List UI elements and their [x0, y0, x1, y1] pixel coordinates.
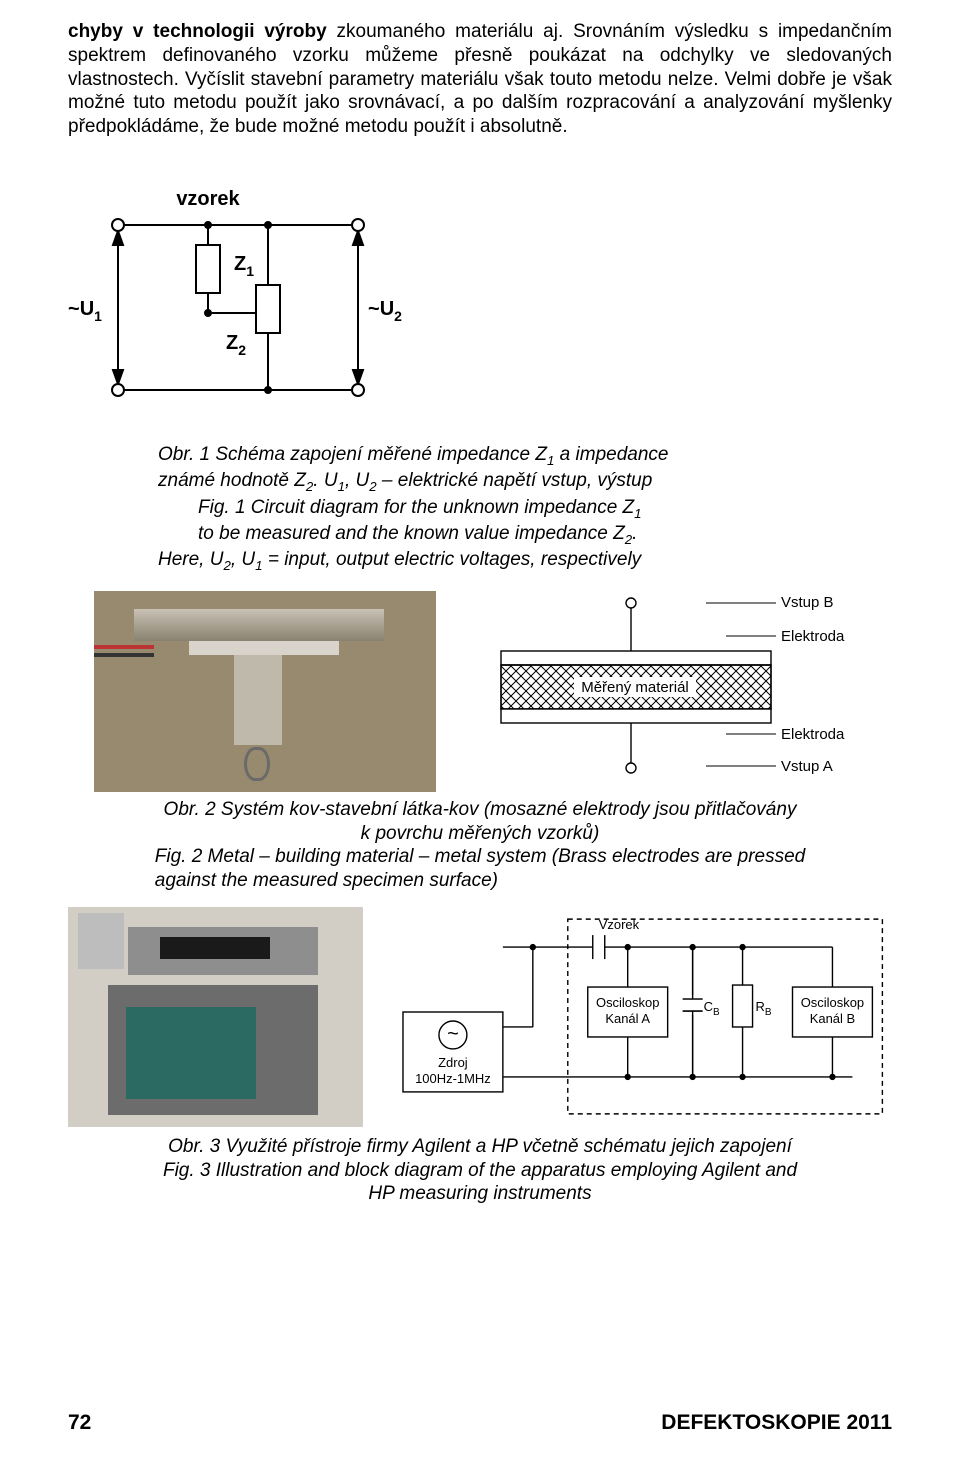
- page-footer: 72 DEFEKTOSKOPIE 2011: [68, 1411, 892, 1435]
- svg-text:Kanál B: Kanál B: [809, 1011, 854, 1026]
- svg-text:RB: RB: [755, 999, 771, 1018]
- fig2-diagram: Vstup B Elektroda Měřený materiál Elektr…: [466, 591, 866, 791]
- svg-text:Vstup B: Vstup B: [781, 594, 834, 611]
- fig3-block-diagram: ~ Zdroj 100Hz-1MHz Vzorek Osciloskop Kan…: [393, 907, 892, 1127]
- svg-text:Měřený materiál: Měřený materiál: [581, 679, 689, 696]
- svg-text:Osciloskop: Osciloskop: [596, 995, 659, 1010]
- svg-text:Z1: Z1: [234, 253, 254, 279]
- fig1-label-vzorek: vzorek: [176, 188, 240, 210]
- svg-text:Vstup A: Vstup A: [781, 758, 833, 775]
- lead-bold: chyby v technologii výroby: [68, 21, 327, 42]
- fig1-caption: Obr. 1 Schéma zapojení měřené impedance …: [68, 443, 892, 575]
- footer-title: DEFEKTOSKOPIE 2011: [661, 1411, 892, 1435]
- svg-text:Vzorek: Vzorek: [598, 917, 639, 932]
- svg-text:~U2: ~U2: [368, 298, 402, 324]
- fig3-caption: Obr. 3 Využité přístroje firmy Agilent a…: [68, 1135, 892, 1206]
- svg-text:Kanál A: Kanál A: [605, 1011, 650, 1026]
- svg-text:Z2: Z2: [226, 332, 246, 358]
- svg-text:Osciloskop: Osciloskop: [800, 995, 863, 1010]
- page-number: 72: [68, 1411, 91, 1435]
- fig3-photo: [68, 907, 363, 1127]
- svg-text:Zdroj: Zdroj: [438, 1055, 468, 1070]
- svg-text:CB: CB: [703, 999, 719, 1018]
- intro-paragraph: chyby v technologii výroby zkoumaného ma…: [68, 20, 892, 139]
- svg-text:~: ~: [447, 1023, 459, 1045]
- svg-text:Elektroda: Elektroda: [781, 726, 845, 743]
- svg-text:100Hz-1MHz: 100Hz-1MHz: [415, 1071, 491, 1086]
- svg-text:~U1: ~U1: [68, 298, 102, 324]
- fig2-caption: Obr. 2 Systém kov-stavební látka-kov (mo…: [68, 798, 892, 893]
- fig1-circuit-diagram: vzorek Z1 Z2 ~U1 ~U2: [68, 175, 408, 425]
- fig2-photo: [94, 591, 436, 792]
- svg-text:Elektroda: Elektroda: [781, 628, 845, 645]
